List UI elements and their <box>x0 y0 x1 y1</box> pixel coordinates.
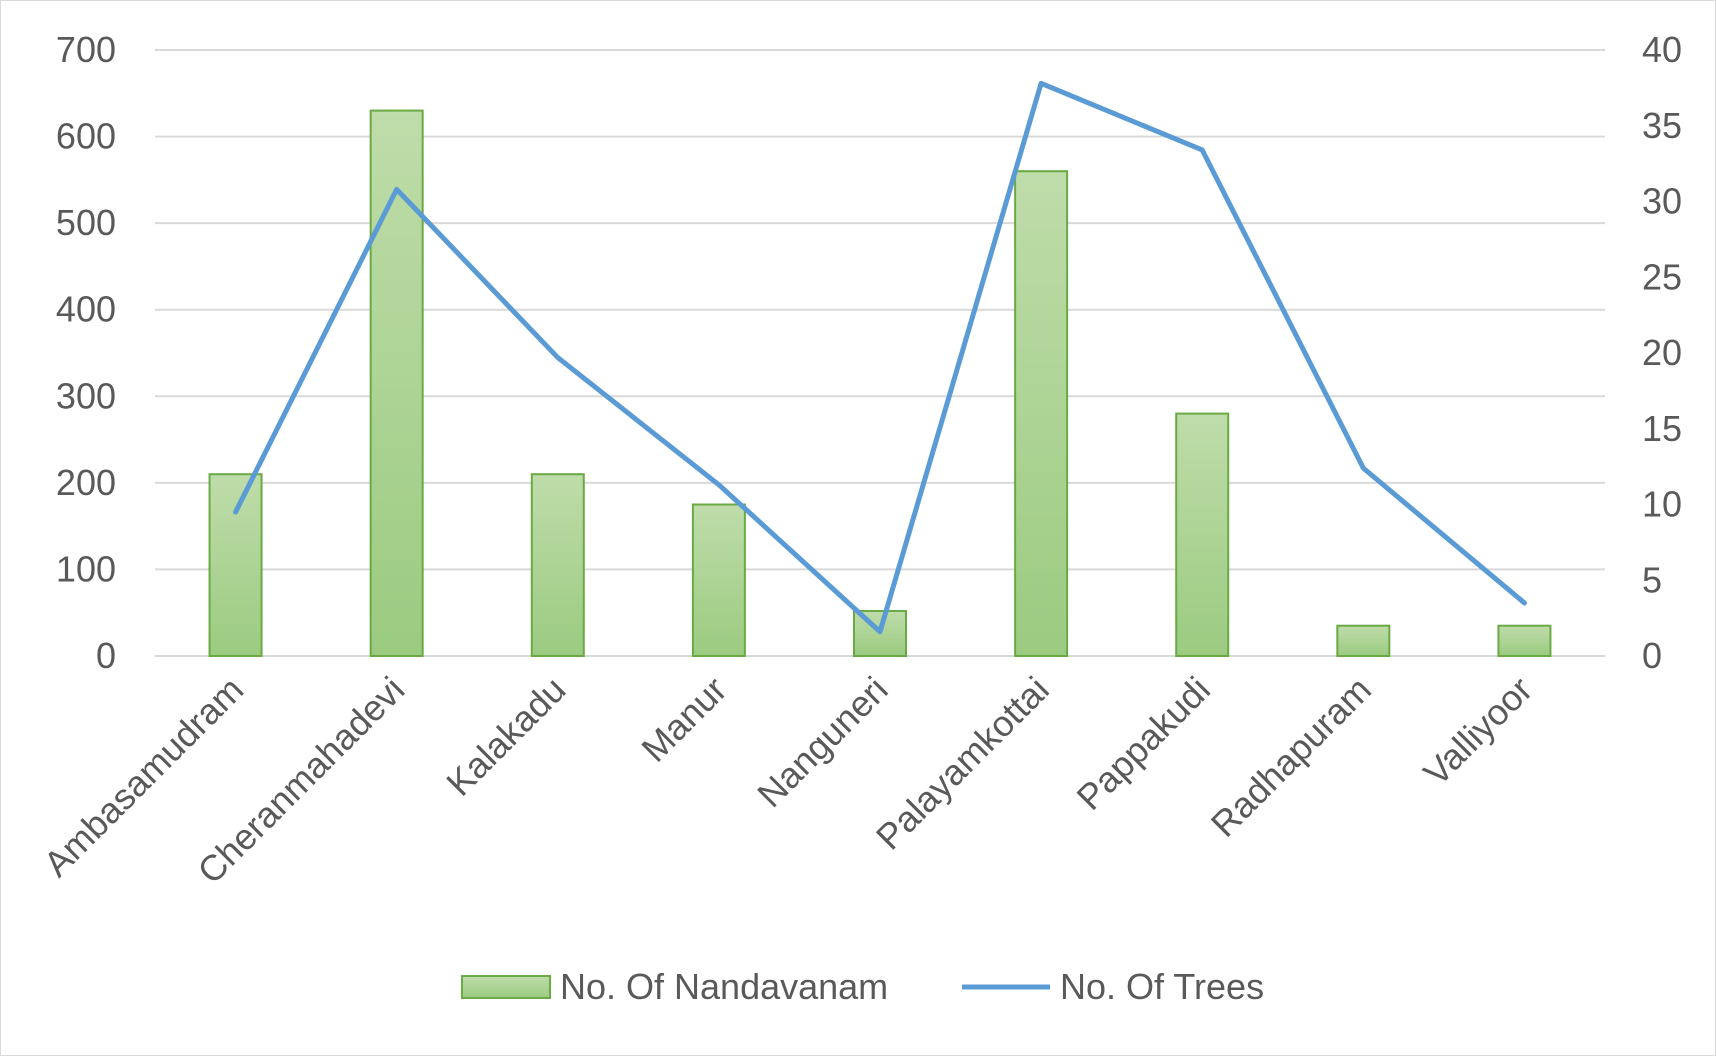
x-tick-label: Pappakudi <box>1069 669 1218 818</box>
legend-label-no-of-nandavanam: No. Of Nandavanam <box>560 966 888 1007</box>
right-tick-label: 25 <box>1642 256 1682 297</box>
x-tick-label: Manur <box>633 669 734 770</box>
bar-kalakadu <box>530 473 585 658</box>
legend-label-no-of-trees: No. Of Trees <box>1060 966 1264 1007</box>
right-tick-label: 15 <box>1642 408 1682 449</box>
left-tick-label: 0 <box>96 635 116 676</box>
bar-pappakudi <box>1175 412 1230 657</box>
left-tick-label: 200 <box>56 462 116 503</box>
bar-palayamkottai <box>1014 170 1069 657</box>
left-tick-label: 700 <box>56 29 116 70</box>
trees-line <box>233 80 1527 635</box>
left-tick-label: 500 <box>56 202 116 243</box>
right-tick-label: 5 <box>1642 559 1662 600</box>
left-tick-label: 600 <box>56 116 116 157</box>
x-tick-label: Palayamkottai <box>868 669 1057 858</box>
bar-radhapuram <box>1336 624 1391 658</box>
bar-valliyoor <box>1497 624 1552 658</box>
right-tick-label: 20 <box>1642 332 1682 373</box>
right-tick-label: 0 <box>1642 635 1662 676</box>
left-tick-label: 100 <box>56 548 116 589</box>
right-tick-label: 30 <box>1642 181 1682 222</box>
x-tick-label: Radhapuram <box>1203 669 1379 845</box>
bar-ambasamudram <box>208 473 263 658</box>
x-tick-label: Kalakadu <box>438 669 573 804</box>
right-tick-label: 35 <box>1642 105 1682 146</box>
legend: No. Of Nandavanam No. Of Trees <box>461 966 1264 1007</box>
x-tick-label: Nanguneri <box>749 669 895 815</box>
right-tick-label: 40 <box>1642 29 1682 70</box>
left-y-axis: 0 100 200 300 400 500 600 700 <box>56 29 116 676</box>
bar-cheranmahadevi <box>369 109 424 658</box>
left-tick-label: 400 <box>56 289 116 330</box>
right-tick-label: 10 <box>1642 484 1682 525</box>
left-tick-label: 300 <box>56 375 116 416</box>
bar-manur <box>691 503 746 657</box>
line-series-no-of-trees <box>233 80 1527 635</box>
x-tick-label: Valliyoor <box>1415 669 1540 794</box>
right-y-axis: 0 5 10 15 20 25 30 35 40 <box>1642 29 1682 676</box>
legend-swatch-no-of-nandavanam <box>461 975 551 999</box>
bar-series-no-of-nandavanam <box>208 109 1552 658</box>
